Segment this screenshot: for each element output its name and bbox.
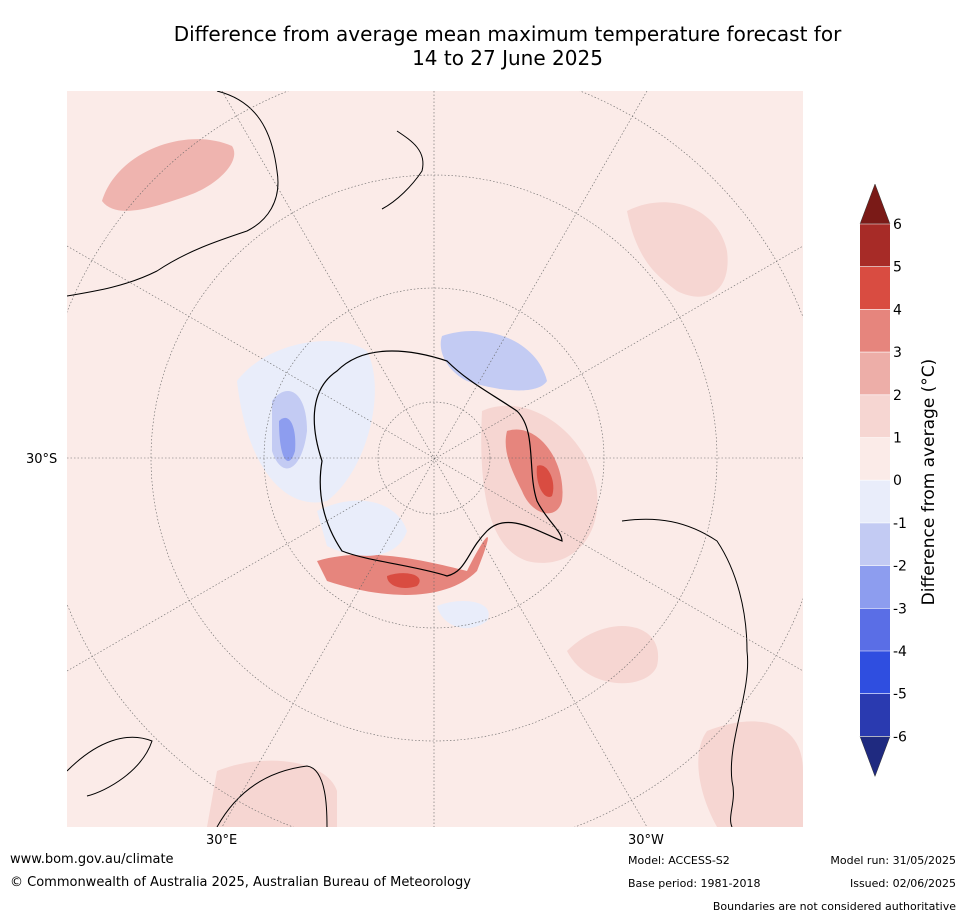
copyright-text: © Commonwealth of Australia 2025, Austra… bbox=[10, 875, 471, 890]
colorbar-tick-label: 0 bbox=[893, 473, 902, 489]
title-line-1: Difference from average mean maximum tem… bbox=[60, 22, 955, 46]
colorbar-label: Difference from average (°C) bbox=[919, 359, 939, 606]
colorbar-tick-label: 2 bbox=[893, 388, 902, 404]
model-run-text: Model run: 31/05/2025 bbox=[830, 854, 956, 867]
issued-text: Issued: 02/06/2025 bbox=[850, 877, 956, 890]
disclaimer-text: Boundaries are not considered authoritat… bbox=[713, 900, 956, 913]
colorbar-arrow-bottom bbox=[860, 736, 890, 776]
lat-label-30s: 30°S bbox=[26, 452, 57, 467]
lon-label-30w: 30°W bbox=[628, 833, 664, 848]
colorbar-tick-label: 3 bbox=[893, 345, 902, 361]
colorbar-swatch bbox=[860, 651, 890, 694]
colorbar-tick-label: -5 bbox=[893, 687, 907, 703]
temperature-anomaly-map bbox=[67, 91, 803, 827]
colorbar-swatch bbox=[860, 438, 890, 481]
colorbar-swatch bbox=[860, 694, 890, 737]
warm-patch-bottom-right bbox=[698, 721, 803, 827]
colorbar-tick-label: -2 bbox=[893, 559, 907, 575]
map-title: Difference from average mean maximum tem… bbox=[60, 22, 955, 70]
colorbar-tick-label: 1 bbox=[893, 431, 902, 447]
colorbar-swatch bbox=[860, 523, 890, 566]
colorbar-tick-label: 4 bbox=[893, 302, 902, 318]
colorbar: 6 5 4 3 2 1 0 -1 -2 -3 -4 -5 -6 Difference from aver… bbox=[850, 180, 960, 785]
model-text: Model: ACCESS-S2 bbox=[628, 854, 730, 867]
colorbar-arrow-top bbox=[860, 184, 890, 224]
website-link[interactable]: www.bom.gov.au/climate bbox=[10, 852, 174, 867]
colorbar-swatch bbox=[860, 352, 890, 395]
colorbar-swatch bbox=[860, 566, 890, 609]
colorbar-swatch bbox=[860, 480, 890, 523]
colorbar-tick-label: 6 bbox=[893, 217, 902, 233]
colorbar-swatch bbox=[860, 224, 890, 267]
colorbar-swatch bbox=[860, 267, 890, 310]
colorbar-tick-label: 5 bbox=[893, 260, 902, 276]
colorbar-swatch bbox=[860, 395, 890, 438]
map-background bbox=[67, 91, 803, 827]
title-line-2: 14 to 27 June 2025 bbox=[60, 46, 955, 70]
colorbar-tick-label: -4 bbox=[893, 644, 907, 660]
warm-patch-south-africa bbox=[207, 761, 337, 827]
base-period-text: Base period: 1981-2018 bbox=[628, 877, 760, 890]
colorbar-tick-label: -3 bbox=[893, 601, 907, 617]
colorbar-tick-label: -1 bbox=[893, 516, 907, 532]
colorbar-tick-label: -6 bbox=[893, 729, 907, 745]
lon-label-30e: 30°E bbox=[206, 833, 237, 848]
colorbar-swatch bbox=[860, 608, 890, 651]
colorbar-swatch bbox=[860, 309, 890, 352]
